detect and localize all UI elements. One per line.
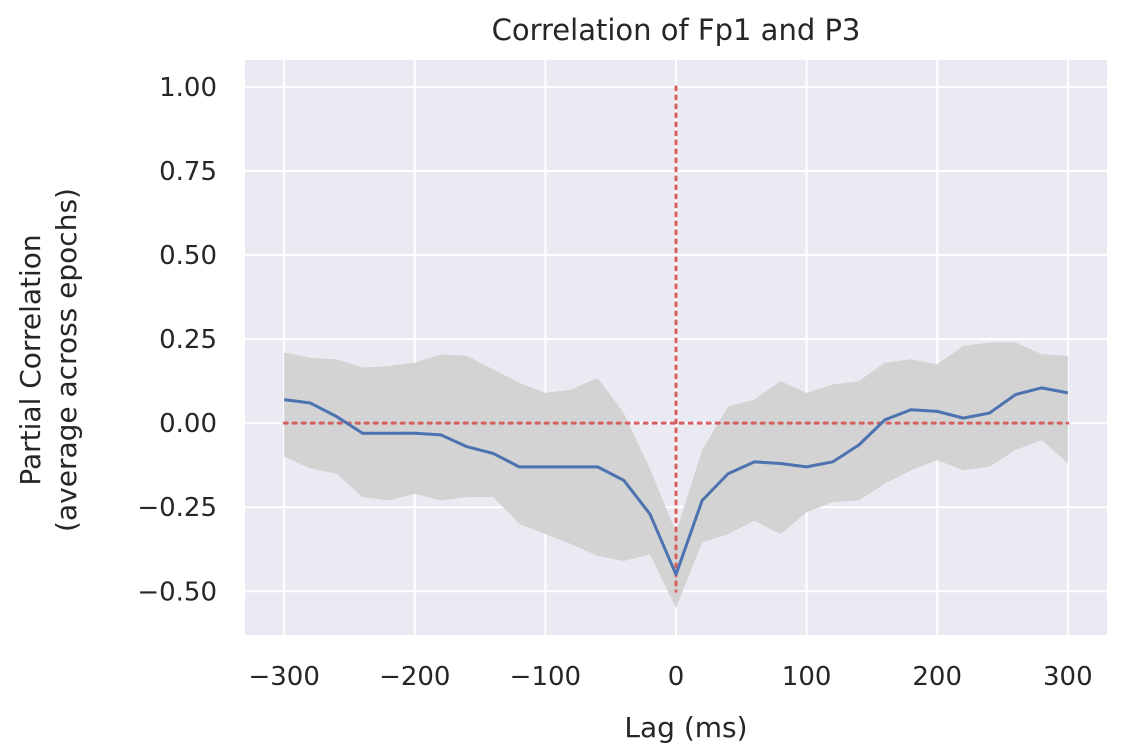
x-tick-label: 200 bbox=[912, 662, 962, 692]
confidence-band-layer bbox=[284, 342, 1068, 609]
y-tick-labels: 1.00 0.75 0.50 0.25 0.00 −0.25 −0.50 bbox=[137, 73, 217, 607]
reference-lines bbox=[282, 85, 1070, 593]
x-tick-label: 300 bbox=[1043, 662, 1093, 692]
x-tick-label: −100 bbox=[510, 662, 581, 692]
chart-title: Correlation of Fp1 and P3 bbox=[492, 13, 861, 47]
series-line-layer bbox=[283, 386, 1069, 576]
y-axis-label-line1: Partial Correlation bbox=[14, 234, 47, 485]
y-tick-label: 1.00 bbox=[159, 73, 217, 103]
x-tick-labels: −300 −200 −100 0 100 200 300 bbox=[248, 662, 1092, 692]
y-axis-label-line2: (average across epochs) bbox=[50, 188, 83, 532]
y-tick-label: 0.75 bbox=[159, 157, 217, 187]
x-tick-label: −300 bbox=[248, 662, 319, 692]
y-tick-label: 0.25 bbox=[159, 325, 217, 355]
x-axis-label: Lag (ms) bbox=[624, 711, 747, 744]
y-tick-label: 0.50 bbox=[159, 241, 217, 271]
y-tick-label: 0.00 bbox=[159, 409, 217, 439]
series-line bbox=[283, 386, 1069, 576]
y-tick-label: −0.25 bbox=[137, 493, 217, 523]
x-tick-label: 100 bbox=[782, 662, 832, 692]
y-tick-label: −0.50 bbox=[137, 577, 217, 607]
confidence-band bbox=[284, 342, 1068, 609]
x-tick-label: −200 bbox=[379, 662, 450, 692]
x-tick-label: 0 bbox=[668, 662, 685, 692]
